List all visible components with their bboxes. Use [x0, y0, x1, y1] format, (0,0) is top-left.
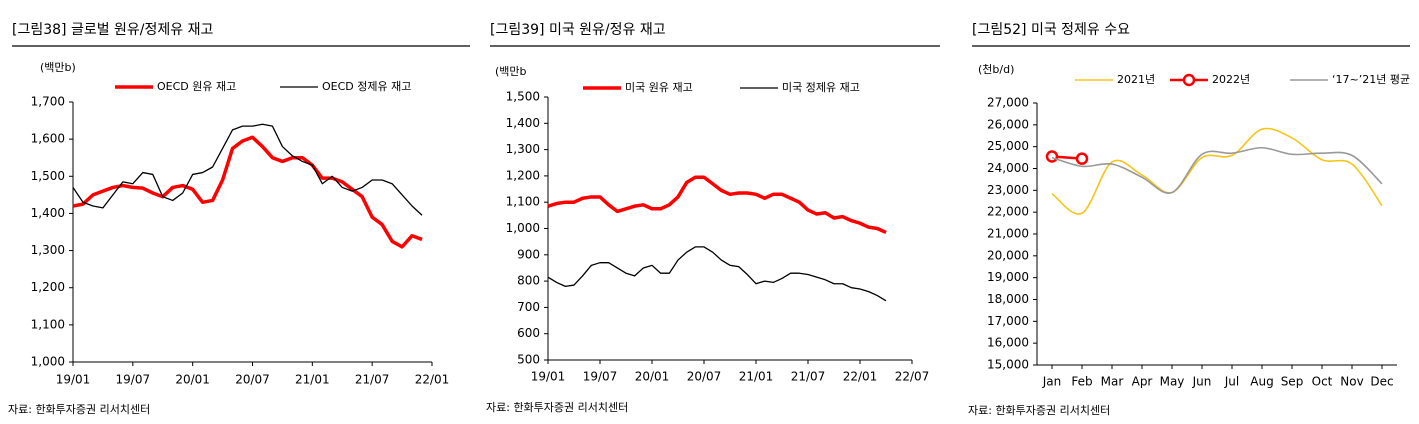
y-tick-label: 27,000 — [987, 96, 1029, 110]
y-tick-label: 24,000 — [987, 161, 1029, 175]
y-tick-label: 20,000 — [987, 248, 1029, 262]
x-tick-label: 22/01 — [415, 373, 450, 387]
chart-title: [그림52] 미국 정제유 수요 — [972, 22, 1130, 38]
x-tick-label: Dec — [1370, 375, 1393, 389]
y-tick-label: 1,600 — [31, 132, 65, 146]
y-tick-label: 25,000 — [987, 139, 1029, 153]
y-tick-label: 1,300 — [506, 142, 540, 156]
y-axis-unit: (천b/d) — [978, 62, 1014, 76]
x-tick-label: 19/01 — [531, 370, 566, 384]
x-tick-label: 21/01 — [295, 373, 330, 387]
x-tick-label: Oct — [1312, 375, 1333, 389]
y-tick-label: 1,400 — [31, 206, 65, 220]
x-tick-label: 19/07 — [116, 373, 151, 387]
x-tick-label: Jan — [1042, 375, 1062, 389]
legend-marker — [1182, 73, 1196, 87]
x-tick-label: 21/01 — [739, 370, 774, 384]
x-tick-label: Mar — [1101, 375, 1124, 389]
y-tick-label: 1,000 — [506, 221, 540, 235]
y-tick-label: 1,500 — [31, 169, 65, 183]
y-tick-label: 18,000 — [987, 292, 1029, 306]
x-tick-label: 20/01 — [175, 373, 210, 387]
y-tick-label: 900 — [517, 247, 540, 261]
series-line — [1051, 146, 1383, 194]
series-line — [547, 246, 887, 302]
legend-label: 미국 원유 재고 — [625, 81, 693, 94]
x-tick-label: 20/01 — [635, 370, 670, 384]
x-tick-label: 21/07 — [355, 373, 390, 387]
y-tick-label: 22,000 — [987, 205, 1029, 219]
legend-label: 2022년 — [1212, 73, 1250, 86]
y-tick-label: 1,700 — [31, 95, 65, 109]
series-line — [547, 175, 887, 235]
point-marker — [1045, 150, 1059, 163]
y-tick-label: 23,000 — [987, 183, 1029, 197]
x-tick-label: Apr — [1132, 375, 1153, 389]
x-tick-label: 19/01 — [56, 373, 91, 387]
x-tick-label: Jul — [1224, 375, 1239, 389]
y-tick-label: 800 — [517, 274, 540, 288]
x-tick-label: Nov — [1340, 375, 1363, 389]
legend-label: OECD 정제유 재고 — [322, 80, 411, 93]
y-tick-label: 15,000 — [987, 358, 1029, 372]
series-line — [72, 135, 423, 249]
x-tick-label: May — [1160, 375, 1185, 389]
y-tick-label: 1,500 — [506, 90, 540, 104]
y-tick-label: 1,300 — [31, 243, 65, 257]
y-tick-label: 1,000 — [31, 355, 65, 369]
x-tick-label: 20/07 — [235, 373, 270, 387]
y-tick-label: 1,400 — [506, 116, 540, 130]
x-tick-label: Jun — [1192, 375, 1212, 389]
x-tick-label: Feb — [1071, 375, 1092, 389]
y-tick-label: 500 — [517, 353, 540, 367]
y-tick-label: 600 — [517, 326, 540, 340]
x-tick-label: Aug — [1250, 375, 1273, 389]
y-tick-label: 16,000 — [987, 336, 1029, 350]
y-tick-label: 1,100 — [31, 317, 65, 331]
legend-label: OECD 원유 재고 — [157, 80, 236, 93]
chart-title: [그림39] 미국 원유/정유 재고 — [490, 22, 666, 38]
y-tick-label: 700 — [517, 300, 540, 314]
y-tick-label: 21,000 — [987, 227, 1029, 241]
y-tick-label: 19,000 — [987, 270, 1029, 284]
x-tick-label: 19/07 — [583, 370, 618, 384]
series-line — [1051, 127, 1383, 215]
y-tick-label: 1,200 — [506, 168, 540, 182]
x-tick-label: 22/01 — [843, 370, 878, 384]
x-tick-label: 20/07 — [687, 370, 722, 384]
y-axis-unit: (백만b) — [40, 61, 76, 74]
point-marker — [1075, 152, 1089, 165]
x-tick-label: 22/07 — [895, 370, 930, 384]
source-note: 자료: 한화투자증권 리서치센터 — [8, 403, 150, 416]
x-tick-label: Sep — [1281, 375, 1304, 389]
legend-label: 미국 정제유 재고 — [782, 81, 860, 94]
series-line — [72, 123, 423, 216]
source-note: 자료: 한화투자증권 리서치센터 — [968, 404, 1110, 417]
x-tick-label: 21/07 — [791, 370, 826, 384]
source-note: 자료: 한화투자증권 리서치센터 — [486, 401, 628, 414]
y-tick-label: 1,200 — [31, 280, 65, 294]
y-axis-unit: (백만b — [495, 65, 527, 78]
chart-title: [그림38] 글로벌 원유/정제유 재고 — [12, 22, 213, 38]
legend-label: ‘17~’21년 평균 — [1332, 73, 1410, 86]
y-tick-label: 17,000 — [987, 314, 1029, 328]
y-tick-label: 1,100 — [506, 195, 540, 209]
y-tick-label: 26,000 — [987, 117, 1029, 131]
legend-label: 2021년 — [1117, 73, 1155, 86]
